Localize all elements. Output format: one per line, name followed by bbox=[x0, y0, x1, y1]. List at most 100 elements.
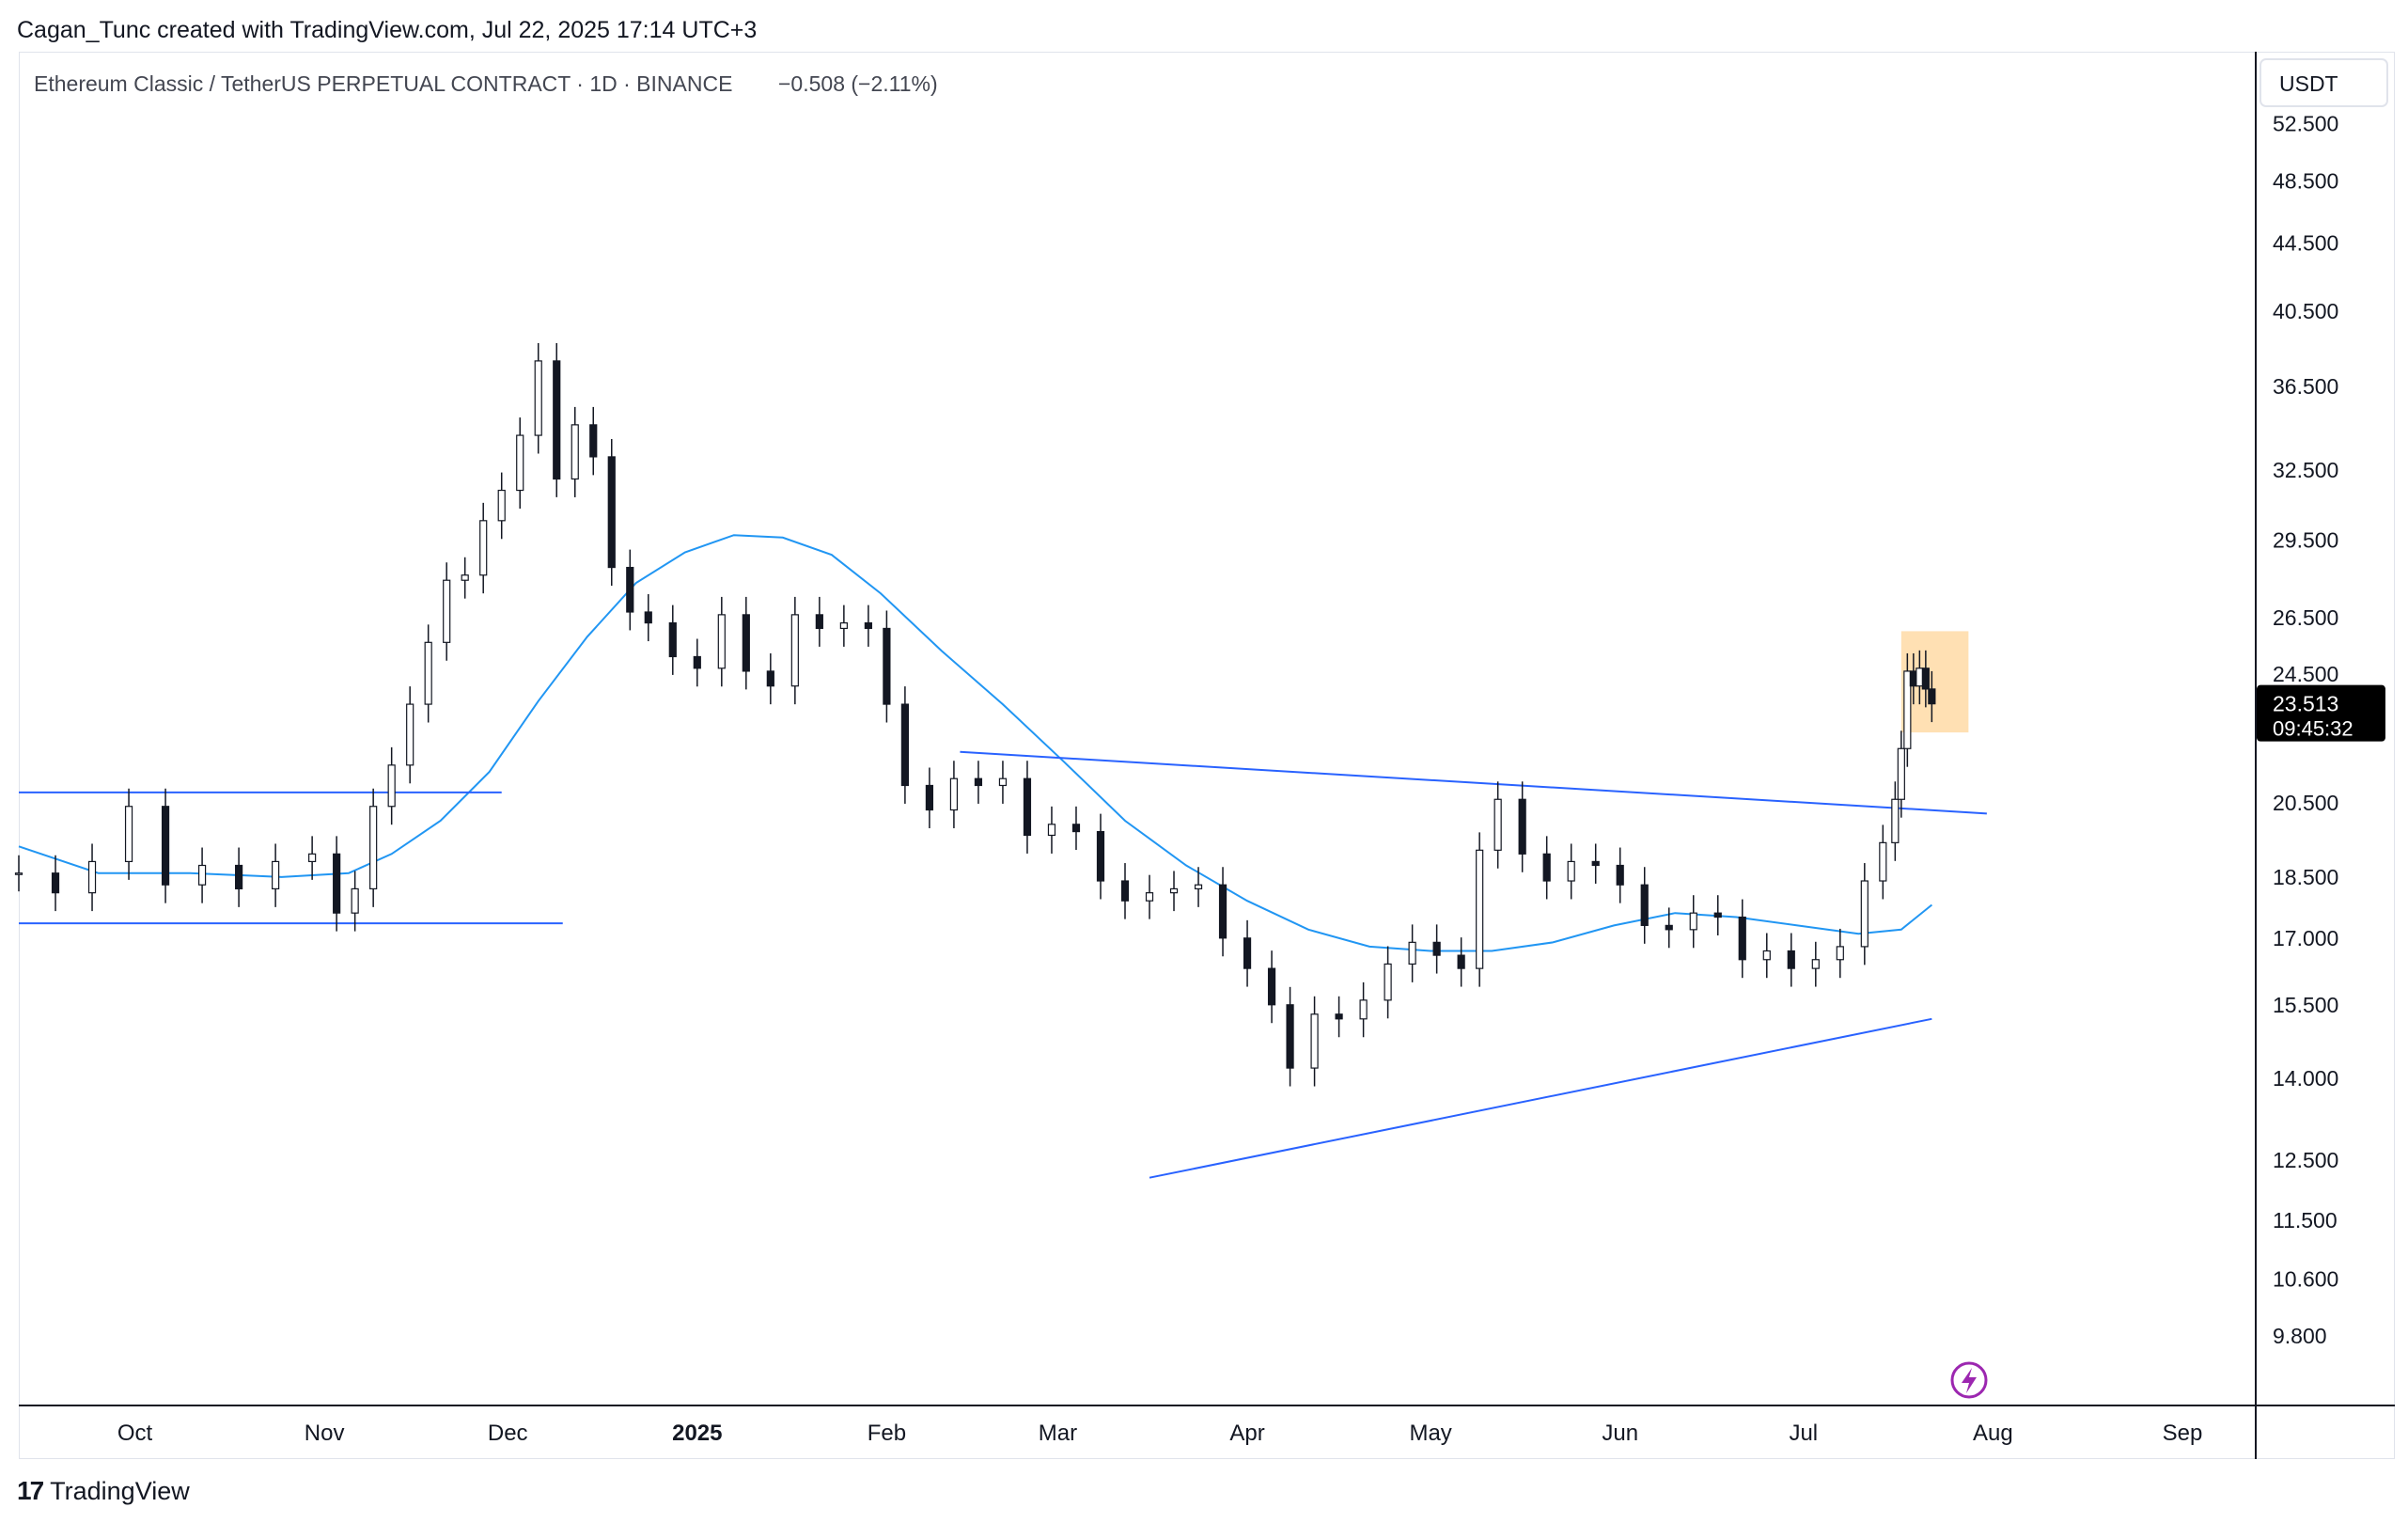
candle-body bbox=[1542, 853, 1551, 882]
candle-body bbox=[387, 764, 396, 808]
candle-body bbox=[1218, 884, 1227, 939]
tradingview-logo-icon: 17 bbox=[17, 1476, 44, 1505]
price-tick-label: 29.500 bbox=[2273, 527, 2338, 552]
candle-body bbox=[14, 872, 23, 875]
price-tick-label: 14.000 bbox=[2273, 1066, 2338, 1091]
candle-body bbox=[272, 860, 280, 890]
price-tick-label: 48.500 bbox=[2273, 168, 2338, 193]
time-tick-label: Jun bbox=[1602, 1421, 1638, 1446]
price-tick-label: 20.500 bbox=[2273, 791, 2338, 815]
currency-label: USDT bbox=[2279, 71, 2338, 96]
candle-body bbox=[1476, 849, 1484, 969]
candle-body bbox=[1879, 841, 1887, 882]
candle-body bbox=[51, 872, 60, 894]
lightning-alert-icon[interactable] bbox=[1950, 1361, 1988, 1399]
candle-body bbox=[1891, 798, 1900, 843]
candle-body bbox=[1310, 1013, 1319, 1069]
candle-body bbox=[1738, 916, 1746, 961]
price-tick-label: 11.500 bbox=[2273, 1208, 2338, 1233]
price-tick-label: 36.500 bbox=[2273, 374, 2338, 399]
candle-body bbox=[1243, 937, 1252, 969]
candle-body bbox=[974, 777, 983, 787]
price-tick-label: 26.500 bbox=[2273, 605, 2338, 630]
candle-body bbox=[1903, 670, 1912, 749]
candle-body bbox=[406, 703, 414, 766]
candle-body bbox=[1567, 860, 1575, 882]
candle-body bbox=[369, 806, 378, 890]
chart-credit: Cagan_Tunc created with TradingView.com,… bbox=[17, 17, 758, 43]
candle-body bbox=[1071, 824, 1081, 833]
price-tick-label: 17.000 bbox=[2273, 926, 2338, 950]
candle-body bbox=[925, 784, 934, 811]
candle-body bbox=[571, 424, 579, 480]
candle-body bbox=[1640, 884, 1649, 926]
candle-body bbox=[124, 806, 133, 863]
last-price-tag bbox=[2257, 684, 2385, 742]
candle-body bbox=[1713, 912, 1722, 919]
candle-body bbox=[1665, 924, 1673, 931]
price-tick-label: 12.500 bbox=[2273, 1148, 2338, 1172]
time-tick-label: Jul bbox=[1789, 1421, 1818, 1446]
candle-body bbox=[1408, 941, 1416, 966]
candle-body bbox=[644, 611, 652, 624]
candle-body bbox=[1432, 941, 1441, 956]
candle-body bbox=[516, 434, 524, 492]
price-tick-label: 40.500 bbox=[2273, 299, 2338, 323]
candle-body bbox=[1120, 880, 1130, 902]
price-tick-label: 44.500 bbox=[2273, 231, 2338, 256]
candle-body bbox=[589, 424, 598, 458]
price-tick-label: 18.500 bbox=[2273, 865, 2338, 889]
candle-body bbox=[1335, 1013, 1343, 1020]
time-tick-label: Apr bbox=[1229, 1421, 1264, 1446]
candle-body bbox=[161, 806, 170, 886]
price-tick-label: 9.800 bbox=[2273, 1324, 2327, 1348]
candle-body bbox=[1787, 950, 1795, 969]
candle-body bbox=[1836, 946, 1844, 961]
candle-body bbox=[864, 621, 872, 630]
trendline-triangle-upper[interactable] bbox=[960, 750, 1987, 815]
time-tick-label: Feb bbox=[868, 1421, 906, 1446]
candle-body bbox=[1689, 912, 1697, 931]
candle-body bbox=[815, 614, 823, 630]
candle-body bbox=[424, 641, 432, 705]
candle-body bbox=[1493, 798, 1502, 851]
chart-frame[interactable] bbox=[19, 52, 2395, 1459]
time-tick-label: Nov bbox=[305, 1421, 345, 1446]
candle-body bbox=[693, 655, 701, 669]
candle-body bbox=[1047, 824, 1056, 837]
candle-body bbox=[1457, 954, 1465, 969]
time-tick-label: Oct bbox=[117, 1421, 153, 1446]
candle-body bbox=[883, 627, 891, 705]
candle-body bbox=[479, 520, 488, 576]
time-tick-label: 2025 bbox=[672, 1421, 722, 1446]
trendline-triangle-lower[interactable] bbox=[1149, 1017, 1932, 1179]
candle-body bbox=[553, 360, 561, 480]
candle-body bbox=[534, 360, 542, 436]
candle-body bbox=[1762, 950, 1771, 961]
tradingview-logo: 17 TradingView bbox=[17, 1474, 190, 1508]
time-tick-label: Mar bbox=[1039, 1421, 1077, 1446]
candle-body bbox=[308, 853, 317, 863]
candle-body bbox=[1921, 667, 1930, 690]
candle-body bbox=[1616, 864, 1624, 886]
candle-body bbox=[1286, 1004, 1294, 1069]
candle-body bbox=[839, 621, 848, 630]
candle-body bbox=[1194, 884, 1203, 890]
price-tick-label: 32.500 bbox=[2273, 458, 2338, 482]
candle-body bbox=[607, 456, 616, 569]
candle-body bbox=[1591, 860, 1600, 867]
currency-box[interactable] bbox=[2259, 58, 2388, 107]
candle-body bbox=[1267, 967, 1276, 1006]
time-tick-label: Sep bbox=[2163, 1421, 2203, 1446]
candle-body bbox=[443, 579, 451, 643]
candle-body bbox=[351, 887, 359, 914]
price-tick-label: 15.500 bbox=[2273, 993, 2338, 1017]
candle-body bbox=[1518, 798, 1526, 855]
price-tick-label: 10.600 bbox=[2273, 1267, 2338, 1292]
candle-body bbox=[333, 853, 341, 914]
price-tick-label: 24.500 bbox=[2273, 662, 2338, 686]
candle-body bbox=[1897, 747, 1905, 800]
candle-body bbox=[949, 777, 959, 811]
candle-body bbox=[717, 614, 726, 669]
